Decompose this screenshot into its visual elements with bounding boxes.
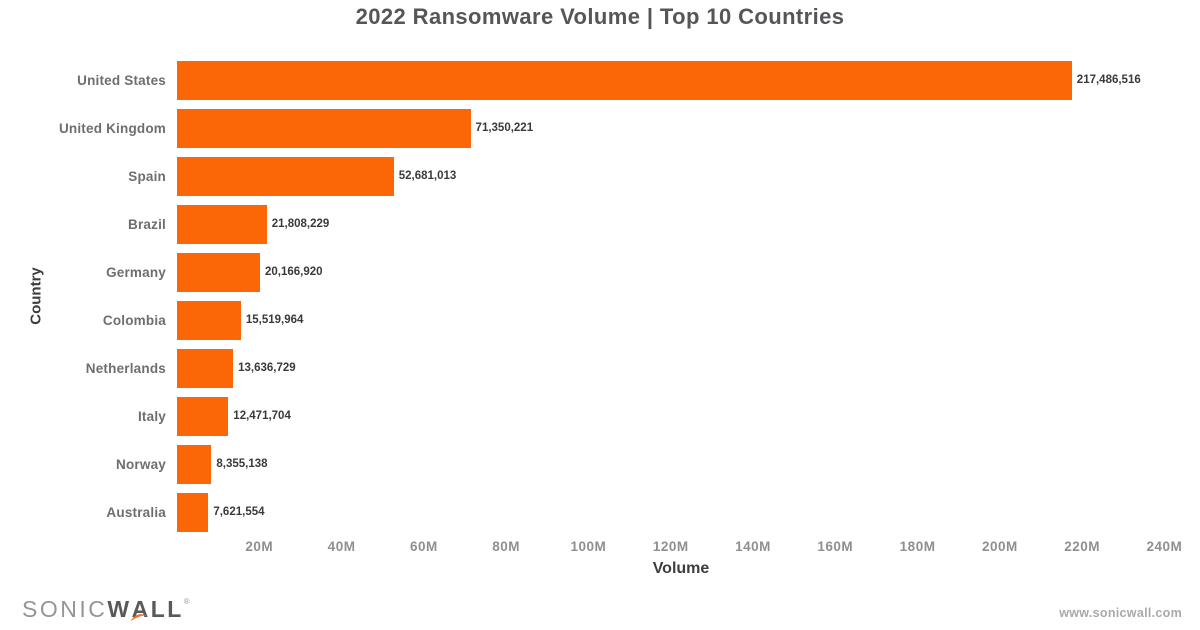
x-tick-140m: 140M	[735, 539, 771, 554]
bar-australia	[177, 492, 209, 532]
logo-text-wall-a: A	[131, 596, 151, 622]
x-tick-40m: 40M	[327, 539, 356, 554]
x-axis-title: Volume	[652, 560, 710, 577]
category-label-germany: Germany	[106, 264, 166, 280]
x-tick-240m: 240M	[1146, 539, 1183, 554]
bar-row: 8,355,138	[177, 440, 1185, 488]
x-tick-100m: 100M	[570, 539, 607, 554]
category-labels-column: United States United Kingdom Spain Brazil Ge…	[0, 56, 166, 536]
bar-value-label: 15,519,964	[245, 314, 304, 326]
bar-row: 217,486,516	[177, 56, 1185, 104]
logo-text-sonic: SONIC	[22, 596, 108, 622]
bar-colombia	[177, 300, 241, 340]
x-tick-80m: 80M	[492, 539, 521, 554]
bar-row: 21,808,229	[177, 200, 1185, 248]
category-label-colombia: Colombia	[102, 312, 166, 328]
x-tick-20m: 20M	[245, 539, 274, 554]
bar-row: 13,636,729	[177, 344, 1185, 392]
logo-text-wall-w: W	[107, 596, 132, 622]
category-label-united-kingdom: United Kingdom	[58, 120, 166, 136]
x-tick-60m: 60M	[409, 539, 438, 554]
category-label-brazil: Brazil	[128, 216, 166, 232]
bar-united-kingdom	[177, 108, 471, 148]
x-tick-120m: 120M	[652, 539, 689, 554]
category-label-netherlands: Netherlands	[85, 360, 166, 376]
x-tick-180m: 180M	[899, 539, 936, 554]
bar-value-label: 8,355,138	[216, 458, 268, 470]
bar-row: 52,681,013	[177, 152, 1185, 200]
bar-netherlands	[177, 348, 234, 388]
category-label-italy: Italy	[137, 408, 166, 424]
bar-value-label: 217,486,516	[1076, 74, 1141, 86]
category-label-australia: Australia	[106, 504, 166, 520]
category-label-norway: Norway	[116, 456, 166, 472]
bar-row: 71,350,221	[177, 104, 1185, 152]
x-tick-200m: 200M	[981, 539, 1018, 554]
bar-value-label: 52,681,013	[398, 170, 457, 182]
x-tick-160m: 160M	[817, 539, 854, 554]
bar-value-label: 7,621,554	[213, 506, 265, 518]
plot-area: 217,486,516 71,350,221 52,681,013 21,808,22…	[177, 56, 1185, 536]
bar-value-label: 71,350,221	[475, 122, 534, 134]
logo-text-wall-a-wrap: A	[130, 596, 151, 623]
category-label-united-states: United States	[77, 72, 166, 88]
sonicwall-logo: SONICWA LL®	[22, 596, 190, 623]
bar-spain	[177, 156, 394, 196]
x-axis-ticks: 20M 40M 60M 80M 100M 120M 140M 160M 180M 200M 220M…	[177, 539, 1185, 557]
bar-row: 7,621,554	[177, 488, 1185, 536]
bar-norway	[177, 444, 212, 484]
bar-italy	[177, 396, 229, 436]
bar-value-label: 20,166,920	[264, 266, 323, 278]
bar-row: 12,471,704	[177, 392, 1185, 440]
category-label-spain: Spain	[128, 168, 166, 184]
logo-text-wall-ll: LL	[150, 596, 184, 622]
x-tick-220m: 220M	[1064, 539, 1101, 554]
bar-row: 20,166,920	[177, 248, 1185, 296]
bar-value-label: 21,808,229	[271, 218, 330, 230]
website-url: www.sonicwall.com	[1059, 606, 1182, 620]
bar-row: 15,519,964	[177, 296, 1185, 344]
bar-value-label: 13,636,729	[238, 362, 296, 374]
bar-united-states	[177, 60, 1072, 100]
logo-registered-mark: ®	[183, 597, 190, 606]
bar-value-label: 12,471,704	[233, 410, 291, 422]
chart-title: 2022 Ransomware Volume | Top 10 Countrie…	[355, 4, 845, 29]
bar-germany	[177, 252, 260, 292]
bar-brazil	[177, 204, 267, 244]
